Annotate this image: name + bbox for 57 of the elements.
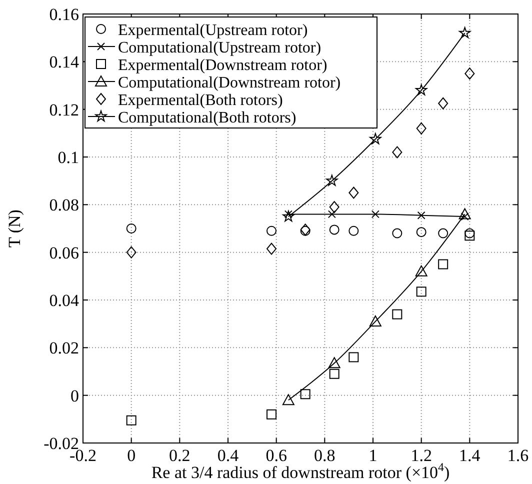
point <box>416 122 426 134</box>
y-tick-label: 0.06 <box>49 243 79 262</box>
legend-label: Expermental(Upstream rotor) <box>118 22 308 39</box>
point <box>282 210 294 222</box>
point <box>438 97 448 110</box>
y-tick-label: 0.1 <box>58 148 79 167</box>
point <box>266 242 276 255</box>
point <box>328 357 340 368</box>
point <box>370 133 382 144</box>
point <box>416 227 426 238</box>
point <box>282 394 294 406</box>
point <box>464 68 475 80</box>
point <box>392 146 402 158</box>
point <box>326 174 338 186</box>
point <box>329 368 340 379</box>
legend-label: Computational(Downstream rotor) <box>118 74 341 92</box>
point <box>416 286 426 297</box>
point <box>415 265 428 276</box>
y-tick-label: 0.12 <box>49 100 79 120</box>
point <box>416 84 428 96</box>
point <box>300 389 310 400</box>
y-tick-label: 0.08 <box>49 196 79 215</box>
point <box>328 210 336 218</box>
point <box>392 309 402 320</box>
y-axis-title: T (N) <box>5 210 24 248</box>
point <box>348 186 359 199</box>
x-tick-label: 0 <box>127 446 136 465</box>
point <box>329 224 340 235</box>
point <box>348 352 359 362</box>
legend-label: Expermental(Both rotors) <box>118 92 283 109</box>
point <box>392 228 402 238</box>
point <box>464 228 475 238</box>
point <box>464 230 475 241</box>
y-tick-label: 0.02 <box>49 338 79 358</box>
y-tick-label: 0 <box>70 386 79 406</box>
point <box>417 211 426 220</box>
point <box>369 315 382 326</box>
y-tick-label: 0.16 <box>49 5 79 24</box>
point <box>329 201 340 214</box>
point <box>126 224 136 234</box>
point <box>126 415 136 426</box>
point <box>266 226 276 236</box>
x-tick-label: 1.6 <box>507 446 529 465</box>
point <box>266 409 276 420</box>
legend-label: Computational(Both rotors) <box>118 110 296 126</box>
point <box>371 210 380 218</box>
point <box>438 259 448 270</box>
y-tick-label: 0.14 <box>49 52 80 72</box>
point <box>348 226 359 236</box>
legend-label: Expermental(Downstream rotor) <box>118 57 328 74</box>
point <box>438 228 448 238</box>
y-tick-label: 0.04 <box>49 291 80 310</box>
point <box>458 208 471 220</box>
legend-label: Computational(Upstream rotor) <box>118 40 322 56</box>
point <box>126 246 136 258</box>
x-tick-label: 1.4 <box>459 446 481 465</box>
point <box>459 26 471 38</box>
